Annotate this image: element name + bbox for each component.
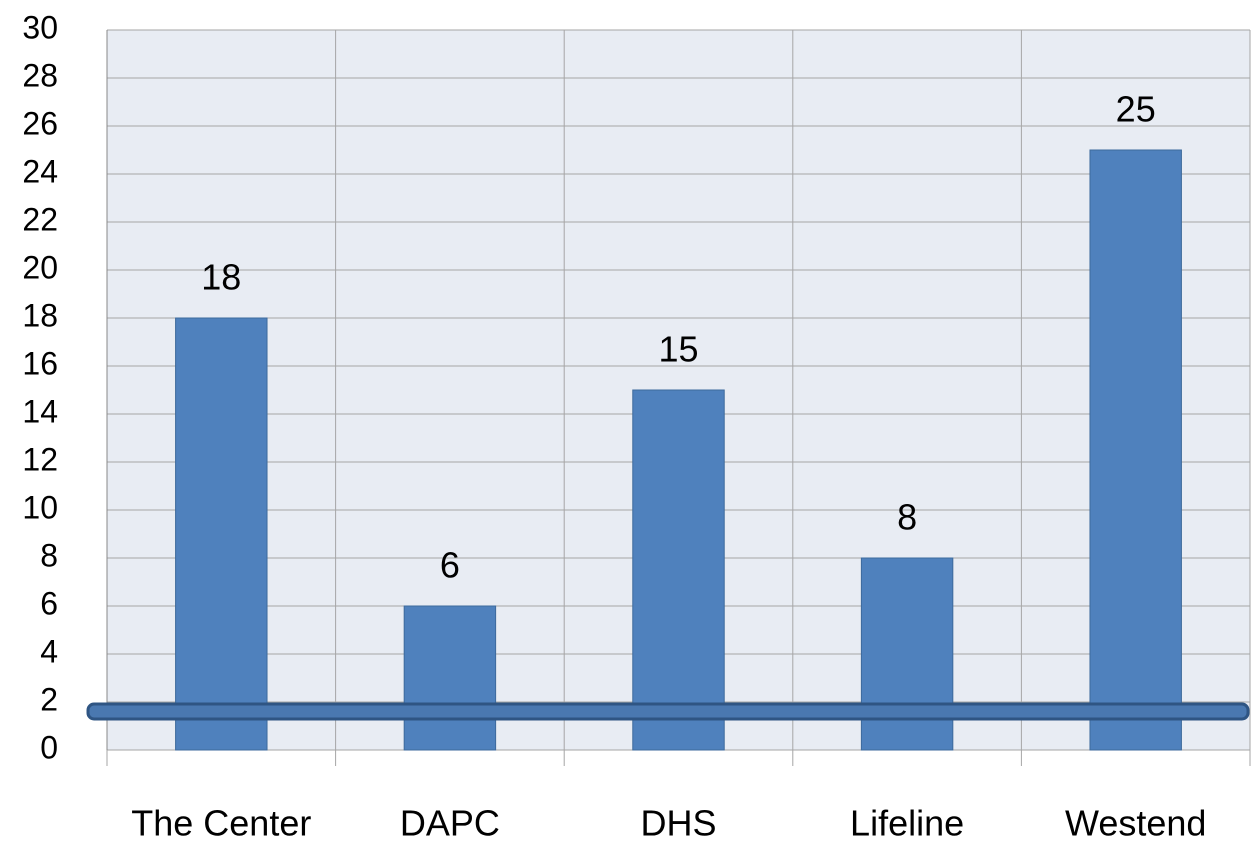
x-tick-label: Westend [1065, 803, 1206, 844]
x-tick-label: DHS [640, 803, 716, 844]
y-tick-label: 2 [40, 681, 58, 717]
y-tick-label: 6 [40, 585, 58, 621]
bar [403, 605, 497, 751]
y-tick-label: 18 [22, 297, 58, 333]
y-tick-label: 12 [22, 441, 58, 477]
y-tick-label: 26 [22, 105, 58, 141]
y-tick-label: 30 [22, 9, 58, 45]
y-tick-label: 0 [40, 729, 58, 765]
y-tick-label: 4 [40, 633, 58, 669]
value-label: 8 [897, 497, 917, 538]
y-tick-label: 20 [22, 249, 58, 285]
bar [175, 317, 268, 751]
value-label: 25 [1116, 89, 1156, 130]
y-tick-label: 16 [22, 345, 58, 381]
x-tick-label: DAPC [400, 803, 500, 844]
y-tick-label: 24 [22, 153, 58, 189]
y-tick-label: 8 [40, 537, 58, 573]
x-tick-label: The Center [131, 803, 311, 844]
y-tick-label: 22 [22, 201, 58, 237]
x-tick-label: Lifeline [850, 803, 964, 844]
bar [860, 557, 954, 751]
y-tick-label: 14 [22, 393, 58, 429]
value-label: 18 [201, 257, 241, 298]
bar [1089, 149, 1182, 751]
y-tick-label: 10 [22, 489, 58, 525]
highlight-line [86, 702, 1250, 721]
value-label: 15 [658, 329, 698, 370]
bar [632, 389, 725, 751]
value-label: 6 [440, 545, 460, 586]
y-tick-label: 28 [22, 57, 58, 93]
